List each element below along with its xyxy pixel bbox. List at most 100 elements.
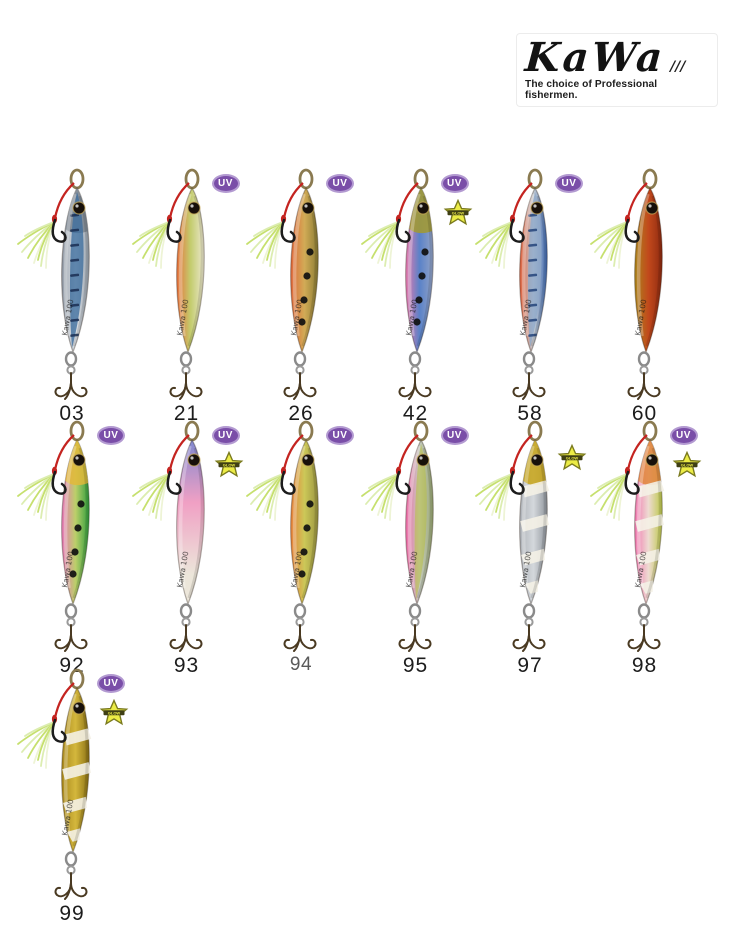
glow-star-badge: GLOW (99, 699, 129, 726)
brand-suffix: /// (670, 59, 686, 75)
uv-badge: UV (97, 426, 125, 445)
uv-badge: UV (211, 426, 240, 445)
brand-name: KaWa (523, 34, 667, 81)
glow-star-badge: GLOW (214, 451, 243, 478)
uv-badge: UV (326, 426, 354, 445)
lure-image: Kawa 100 (360, 420, 434, 652)
lure-item-03: Kawa 100 03 (15, 166, 129, 428)
glow-badge-label: GLOW (680, 462, 693, 467)
assist-hook-icon (395, 470, 411, 495)
lure-item-97: Kawa 100 97 GLOW (473, 418, 587, 680)
treble-hook-icon (54, 624, 88, 652)
treble-hook-icon (283, 372, 317, 400)
lure-number-label: 58 (517, 402, 543, 425)
assist-hook-icon (51, 718, 67, 743)
assist-hook-icon (509, 218, 525, 243)
lure-item-93: Kawa 100 93 UV GLOW (130, 418, 244, 680)
assist-cord-icon (626, 182, 648, 219)
bottom-ring-icon (179, 351, 192, 367)
lure-item-94: Kawa 100 94 UV (244, 418, 358, 680)
feather-teaser-icon (17, 721, 55, 769)
lure-image: Kawa 100 (17, 420, 90, 652)
brand-tagline: The choice of Professional fishermen. (525, 79, 658, 101)
glow-star-badge: GLOW (557, 444, 587, 471)
lure-number-label: 42 (402, 402, 429, 425)
bottom-ring-icon (64, 351, 78, 367)
lure-item-21: Kawa 100 21 UV (130, 166, 244, 428)
lure-image: Kawa 100 (17, 168, 90, 400)
assist-hook-icon (166, 218, 182, 243)
treble-hook-icon (54, 372, 88, 400)
bottom-ring-icon (64, 603, 78, 619)
lure-image: Kawa 100 (589, 420, 679, 652)
brand-logo: KaWa/// The choice of Professional fishe… (516, 33, 718, 107)
lure-item-60: Kawa 100 60 (588, 166, 702, 428)
bottom-ring-icon (64, 851, 78, 867)
lure-number-label: 93 (173, 654, 200, 677)
uv-badge: UV (440, 174, 469, 193)
lure-number-label: 03 (59, 402, 85, 425)
treble-hook-icon (512, 372, 546, 400)
lure-item-98: Kawa 100 98 UV GLOW (588, 418, 702, 680)
lure-item-95: Kawa 100 95 UV (359, 418, 473, 680)
treble-hook-icon (627, 624, 660, 652)
lure-number-label: 98 (631, 654, 658, 677)
lure-image: Kawa 100 (589, 168, 663, 400)
assist-cord-icon (511, 182, 533, 219)
assist-cord-icon (282, 182, 304, 219)
lure-image: Kawa 100 (131, 420, 205, 652)
uv-badge: UV (555, 174, 583, 193)
assist-cord-icon (53, 682, 75, 719)
assist-cord-icon (282, 434, 304, 471)
assist-hook-icon (166, 470, 182, 495)
treble-hook-icon (283, 624, 317, 652)
bottom-ring-icon (522, 603, 536, 619)
lure-number-label: 99 (59, 902, 85, 925)
assist-hook-icon (51, 218, 67, 243)
treble-hook-icon (398, 624, 431, 652)
feather-teaser-icon (589, 221, 628, 269)
assist-hook-icon (509, 470, 525, 495)
assist-cord-icon (53, 182, 75, 219)
assist-cord-icon (511, 434, 533, 471)
bottom-ring-icon (522, 351, 536, 367)
uv-badge: UV (326, 174, 354, 193)
assist-cord-icon (397, 182, 419, 219)
assist-hook-icon (280, 218, 296, 243)
lure-image: Kawa 100 (360, 168, 434, 400)
lure-number-label: 95 (402, 654, 429, 677)
feather-teaser-icon (475, 473, 513, 521)
glow-badge-label: GLOW (108, 710, 121, 715)
bottom-ring-icon (637, 351, 650, 367)
assist-cord-icon (397, 434, 419, 471)
assist-hook-icon (624, 470, 640, 495)
bottom-ring-icon (179, 603, 192, 619)
feather-teaser-icon (131, 221, 170, 269)
uv-badge: UV (97, 674, 125, 693)
feather-teaser-icon (589, 473, 628, 521)
lure-item-99: Kawa 100 99 UV GLOW (15, 666, 129, 928)
lure-image: Kawa 100 (475, 168, 548, 400)
lure-image: Kawa 100 (17, 668, 106, 900)
uv-badge: UV (669, 426, 698, 445)
feather-teaser-icon (17, 221, 55, 269)
lure-number-label: 97 (517, 654, 543, 677)
assist-cord-icon (626, 434, 648, 471)
assist-hook-icon (51, 470, 67, 495)
lure-image: Kawa 100 (475, 420, 564, 652)
treble-hook-icon (627, 372, 660, 400)
feather-teaser-icon (475, 221, 513, 269)
feather-teaser-icon (246, 221, 284, 269)
lure-item-92: Kawa 100 92 UV (15, 418, 129, 680)
lure-number-label: 21 (173, 402, 200, 425)
lure-item-26: Kawa 100 26 UV (244, 166, 358, 428)
bottom-ring-icon (637, 603, 650, 619)
feather-teaser-icon (17, 473, 55, 521)
treble-hook-icon (169, 624, 202, 652)
treble-hook-icon (169, 372, 202, 400)
lure-number-label: 94 (289, 654, 313, 675)
lure-item-42: Kawa 100 42 UV GLOW (359, 166, 473, 428)
glow-star-badge: GLOW (443, 199, 472, 226)
bottom-ring-icon (293, 603, 307, 619)
